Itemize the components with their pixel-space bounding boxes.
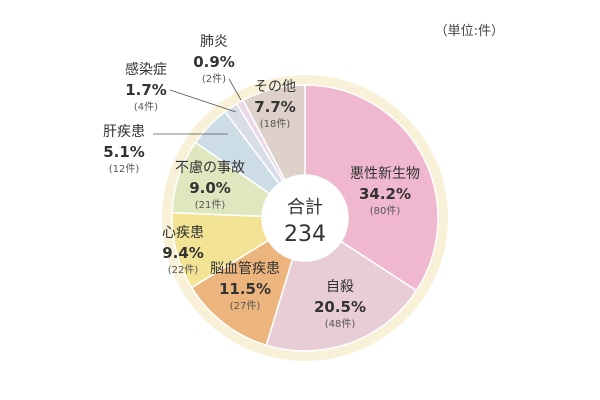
slice-percent: 11.5% [219,280,271,298]
slice-label: 感染症 [125,61,167,78]
slice-count: (12件) [109,163,140,175]
slice-label: 不慮の事故 [175,160,245,176]
slice-count: (27件) [230,300,261,312]
slice-label: 脳血管疾患 [210,261,280,277]
slice-count: (22件) [168,264,199,276]
slice-percent: 34.2% [359,185,411,203]
slice-percent: 20.5% [314,298,366,316]
slice-percent: 9.4% [162,244,204,262]
slice-percent: 5.1% [103,143,145,161]
slice-label: 自殺 [326,279,354,295]
slice-label: 肝疾患 [103,124,145,140]
center-total: 234 [284,222,326,247]
slice-percent: 1.7% [125,81,167,99]
slice-percent: 0.9% [193,53,235,71]
center-hole [262,175,348,261]
leader-line [169,89,237,113]
slice-label: 肺炎 [200,34,228,50]
leader-line [228,78,242,101]
slice-count: (48件) [325,318,356,330]
slice-count: (4件) [134,101,158,113]
slice-count: (21件) [195,199,226,211]
unit-label: （単位:件） [434,24,504,39]
slice-count: (18件) [260,118,291,130]
center-title: 合計 [287,197,323,218]
slice-percent: 9.0% [189,179,231,197]
slice-label: 悪性新生物 [350,166,420,182]
slice-count: (80件) [370,205,401,217]
slice-label: 心疾患 [162,225,204,241]
slice-count: (2件) [202,73,226,85]
slice-label: その他 [254,79,296,95]
slice-percent: 7.7% [254,98,296,116]
